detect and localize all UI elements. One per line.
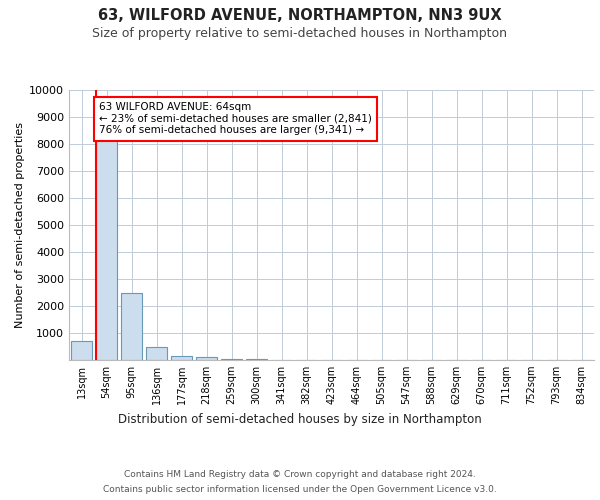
Text: 63 WILFORD AVENUE: 64sqm
← 23% of semi-detached houses are smaller (2,841)
76% o: 63 WILFORD AVENUE: 64sqm ← 23% of semi-d…: [99, 102, 372, 136]
Text: Size of property relative to semi-detached houses in Northampton: Size of property relative to semi-detach…: [92, 28, 508, 40]
Bar: [96, 117, 117, 360]
Bar: [71, 341, 92, 360]
Text: 63, WILFORD AVENUE, NORTHAMPTON, NN3 9UX: 63, WILFORD AVENUE, NORTHAMPTON, NN3 9UX: [98, 8, 502, 22]
Y-axis label: Number of semi-detached properties: Number of semi-detached properties: [15, 122, 25, 328]
Bar: [146, 346, 167, 360]
Bar: [196, 358, 217, 360]
Text: Contains HM Land Registry data © Crown copyright and database right 2024.: Contains HM Land Registry data © Crown c…: [124, 470, 476, 479]
Bar: [171, 356, 192, 360]
Text: Contains public sector information licensed under the Open Government Licence v3: Contains public sector information licen…: [103, 485, 497, 494]
Bar: [221, 358, 242, 360]
Text: Distribution of semi-detached houses by size in Northampton: Distribution of semi-detached houses by …: [118, 412, 482, 426]
Bar: [121, 292, 142, 360]
